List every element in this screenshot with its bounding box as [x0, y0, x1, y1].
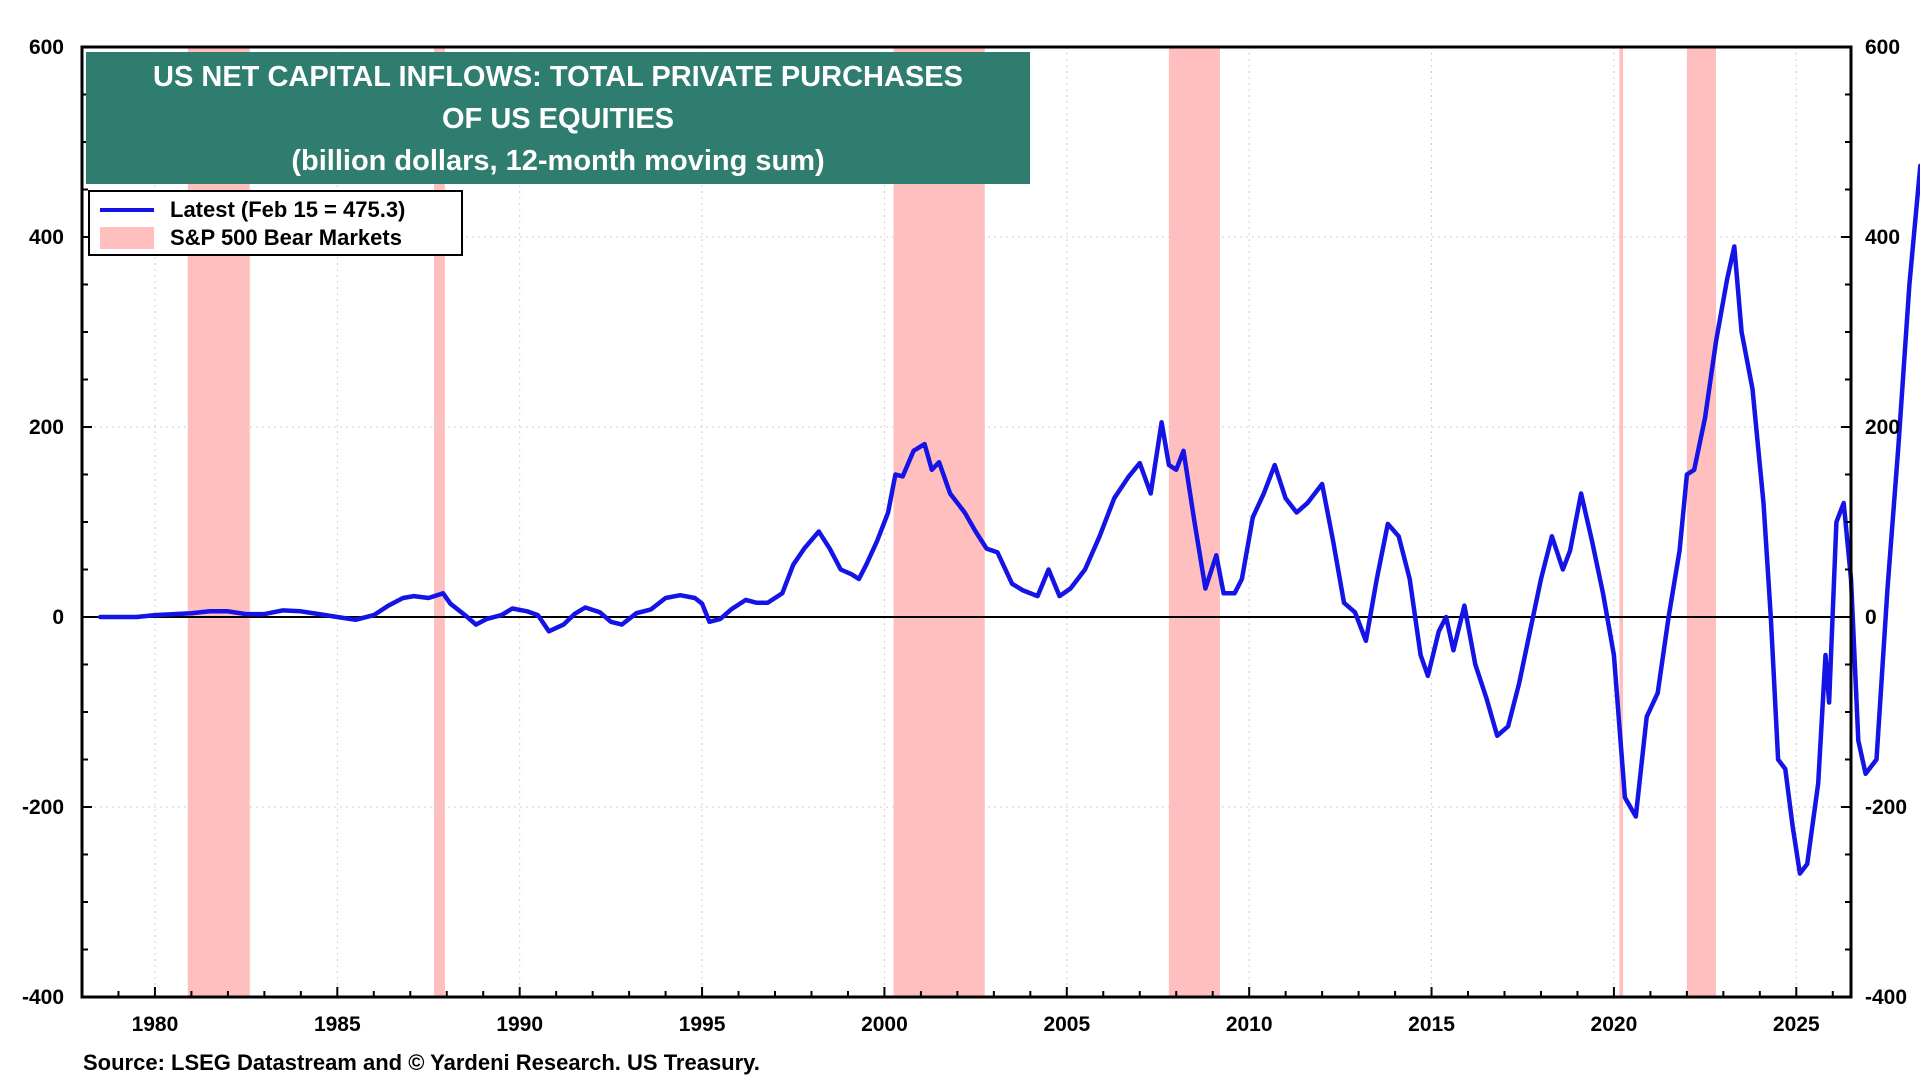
chart-title-line-2: OF US EQUITIES — [441, 103, 675, 135]
axis-ticks — [81, 46, 1851, 998]
y-tick-label-left-0: 0 — [52, 606, 64, 629]
series-line-private-purchases — [97, 163, 1920, 876]
y-tick-label-right--200: -200 — [1865, 796, 1907, 819]
legend-item-series: Latest (Feb 15 = 475.3) — [100, 196, 405, 224]
y-tick-label-left-600: 600 — [29, 36, 64, 59]
bear-market-band-5 — [1619, 47, 1624, 997]
y-tick-label-right--400: -400 — [1865, 986, 1907, 1009]
x-tick-label-2020: 2020 — [1591, 1013, 1638, 1036]
y-tick-label-right-0: 0 — [1865, 606, 1877, 629]
bear-market-band-6 — [1686, 47, 1717, 997]
x-tick-label-1985: 1985 — [314, 1013, 361, 1036]
y-tick-label-right-600: 600 — [1865, 36, 1900, 59]
legend-shade-label: S&P 500 Bear Markets — [170, 225, 402, 250]
bear-market-band-2 — [433, 47, 445, 997]
x-tick-label-1990: 1990 — [496, 1013, 543, 1036]
chart-subtitle: (billion dollars, 12-month moving sum) — [291, 145, 825, 177]
y-tick-label-left-400: 400 — [29, 226, 64, 249]
x-tick-label-1995: 1995 — [679, 1013, 726, 1036]
x-tick-label-2000: 2000 — [861, 1013, 908, 1036]
chart-title-box: US NET CAPITAL INFLOWS: TOTAL PRIVATE PU… — [86, 52, 1030, 184]
y-tick-label-right-400: 400 — [1865, 226, 1900, 249]
axis-tick-labels: -400 -400 -200 -200 0 0 200 200 400 400 600 600 1980… — [22, 36, 1907, 1036]
y-tick-label-left--400: -400 — [22, 986, 64, 1009]
legend: Latest (Feb 15 = 475.3) S&P 500 Bear Mar… — [88, 190, 463, 256]
y-tick-label-left--200: -200 — [22, 796, 64, 819]
legend-series-label: Latest (Feb 15 = 475.3) — [170, 197, 406, 222]
source-note: Source: LSEG Datastream and © Yardeni Re… — [83, 1050, 760, 1075]
legend-line-swatch — [100, 208, 154, 212]
x-tick-label-2015: 2015 — [1408, 1013, 1455, 1036]
x-tick-label-2025: 2025 — [1773, 1013, 1820, 1036]
chart-title-line-1: US NET CAPITAL INFLOWS: TOTAL PRIVATE PU… — [153, 61, 963, 93]
y-tick-label-left-200: 200 — [29, 416, 64, 439]
x-tick-label-1980: 1980 — [132, 1013, 179, 1036]
x-tick-label-2005: 2005 — [1043, 1013, 1090, 1036]
y-tick-label-right-200: 200 — [1865, 416, 1900, 439]
legend-item-bear-markets: S&P 500 Bear Markets — [100, 224, 402, 252]
x-tick-label-2010: 2010 — [1226, 1013, 1273, 1036]
legend-shade-swatch — [100, 227, 154, 249]
